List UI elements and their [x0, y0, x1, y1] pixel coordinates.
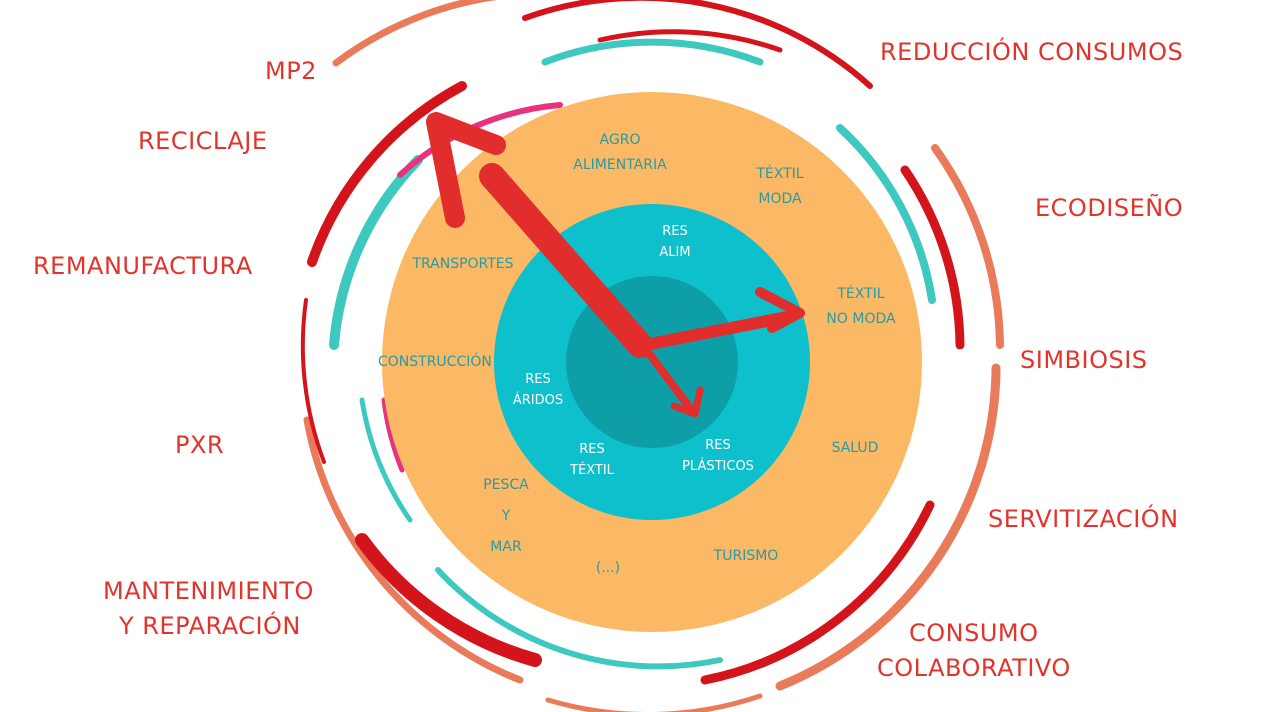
ring-arc — [900, 165, 965, 350]
label-reduccion-consumos: REDUCCIÓN CONSUMOS — [880, 38, 1184, 66]
ring-arc — [329, 155, 423, 350]
resource-res-aridos: RES ÁRIDOS — [512, 372, 564, 408]
ring-arc — [307, 81, 467, 267]
resource-res-textil: RES TÉXTIL — [570, 442, 614, 478]
ring-arc — [545, 693, 763, 712]
ring-arc — [381, 397, 405, 473]
label-pxr: PXR — [175, 431, 225, 459]
ring-arc — [931, 144, 1004, 349]
ring-arc — [522, 0, 873, 89]
label-remanufactura: REMANUFACTURA — [33, 252, 253, 280]
label-ecodiseno: ECODISEÑO — [1035, 194, 1184, 222]
sector-etc: (...) — [595, 560, 621, 576]
sector-salud: SALUD — [831, 440, 879, 456]
ring-arc — [775, 363, 1001, 691]
sector-textil-no-moda: TÉXTIL NO MODA — [826, 286, 896, 327]
arrow-short-head — [670, 386, 704, 418]
ring-arc — [836, 124, 936, 304]
arrow-right-head — [755, 287, 805, 333]
ring-arc — [700, 500, 935, 685]
ring-arc — [355, 533, 542, 667]
sector-pesca-mar: PESCA Y MAR — [483, 477, 529, 555]
strategy-rings — [300, 0, 1004, 712]
sector-agroalimentaria: AGRO ALIMENTARIA — [573, 132, 667, 173]
ring-arc — [597, 29, 783, 53]
arrows — [426, 112, 805, 418]
ring-arc — [332, 0, 498, 67]
arrow-long-hand — [479, 163, 653, 358]
resource-res-plasticos: RES PLÁSTICOS — [682, 438, 754, 474]
ring-arc — [303, 416, 524, 684]
arrow-right-hand — [639, 310, 798, 351]
label-consumo-colaborativo: CONSUMO COLABORATIVO — [877, 619, 1071, 682]
sector-construccion: CONSTRUCCIÓN — [378, 354, 492, 370]
ring-arc — [541, 38, 764, 66]
label-simbiosis: SIMBIOSIS — [1020, 346, 1148, 374]
ring-arc — [300, 298, 326, 464]
label-mantenimiento-reparacion: MANTENIMIENTO Y REPARACIÓN — [103, 577, 314, 640]
resource-res-alim: RES ALIM — [659, 224, 691, 260]
ring-arc — [435, 567, 723, 670]
label-reciclaje: RECICLAJE — [138, 127, 268, 155]
arrow-long-head — [426, 112, 506, 228]
sector-textil-moda: TÉXTIL MODA — [756, 166, 804, 207]
arrow-short-hand — [644, 348, 697, 416]
sector-transportes: TRANSPORTES — [412, 256, 514, 272]
ring-arc — [359, 397, 413, 523]
sector-turismo: TURISMO — [713, 548, 779, 564]
label-servitizacion: SERVITIZACIÓN — [988, 505, 1179, 533]
label-mp2: MP2 — [265, 57, 317, 85]
